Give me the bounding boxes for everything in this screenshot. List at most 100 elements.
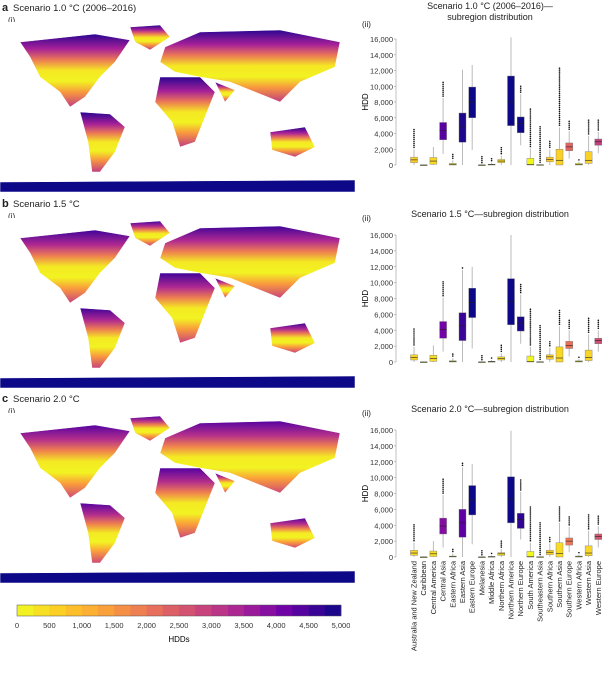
box-western-africa <box>575 159 583 166</box>
x-tick-label: Southern Europe <box>565 561 574 618</box>
map-sub: (i) <box>8 16 16 25</box>
y-tick-label: 14,000 <box>370 51 393 60</box>
box-western-europe <box>594 319 603 352</box>
hdd-map <box>0 22 355 192</box>
colorbar-tick: 1,000 <box>72 621 91 630</box>
colorbar-tick: 2,000 <box>137 621 156 630</box>
chart-title: Scenario 1.0 °C (2006–2016)— <box>427 1 553 11</box>
box-northern-america <box>507 37 515 165</box>
colorbar-bin <box>227 605 245 616</box>
colorbar-tick: 4,000 <box>267 621 286 630</box>
landmass <box>159 29 341 103</box>
box-western-asia <box>584 119 593 165</box>
boxplot-chart: 0 2,000 4,000 6,000 8,000 10,000 12,000 14,000 1… <box>361 231 603 367</box>
box-eastern-asia <box>458 267 467 362</box>
box-northern-europe <box>516 283 525 344</box>
y-tick-label: 10,000 <box>370 279 393 288</box>
hdd-map <box>0 218 355 388</box>
box-eastern-europe <box>468 266 476 349</box>
colorbar-bin <box>33 605 50 616</box>
y-axis-label: HDD <box>361 290 370 308</box>
colorbar-tick: 5,000 <box>332 621 350 630</box>
landmass <box>214 81 236 103</box>
x-tick-label: Australia and New Zealand <box>410 561 419 651</box>
landmass <box>269 322 316 354</box>
landmass <box>0 375 355 388</box>
y-tick-label: 6,000 <box>374 310 393 319</box>
colorbar-bin <box>211 605 228 616</box>
box-western-asia <box>584 317 593 362</box>
box-australia-and-new-zealand <box>410 328 418 362</box>
y-tick-label: 8,000 <box>374 295 393 304</box>
colorbar-bin <box>292 605 309 616</box>
box-western-africa <box>575 551 583 558</box>
box-south-america <box>526 108 535 166</box>
box-caribbean <box>420 164 428 167</box>
y-tick-label: 12,000 <box>370 458 393 467</box>
y-tick-label: 14,000 <box>370 247 393 256</box>
colorbar-bin <box>114 605 131 616</box>
box-eastern-africa <box>449 353 457 363</box>
box-central-america <box>429 146 438 165</box>
box-northern-africa <box>497 344 506 362</box>
box-northern-africa <box>497 540 506 557</box>
colorbar-tick: 4,500 <box>299 621 318 630</box>
x-tick-label: Caribbean <box>419 561 428 596</box>
x-tick-label: Melanesia <box>477 560 486 595</box>
y-tick-label: 12,000 <box>370 67 393 76</box>
box-south-america <box>526 506 535 558</box>
colorbar-label: HDDs <box>168 635 189 644</box>
box-eastern-asia <box>458 462 467 557</box>
chart-sub: (ii) <box>362 20 371 29</box>
colorbar-tick: 500 <box>43 621 56 630</box>
box-southeastern-asia <box>536 521 544 558</box>
y-tick-label: 2,000 <box>374 145 393 154</box>
colorbar-tick: 1,500 <box>105 621 124 630</box>
landmass <box>79 307 126 369</box>
y-axis-label: HDD <box>361 93 370 111</box>
panel-letter: c <box>2 393 9 405</box>
x-tick-label: Middle Africa <box>487 560 496 604</box>
box-south-america <box>526 308 535 363</box>
y-tick-label: 2,000 <box>374 537 393 546</box>
x-tick-label: Southern Asia <box>555 560 564 608</box>
box-northern-america <box>507 430 515 557</box>
colorbar-tick: 3,500 <box>234 621 253 630</box>
landmass <box>214 472 236 494</box>
box-western-europe <box>594 515 603 548</box>
box-southern-asia <box>555 506 564 558</box>
box-central-asia <box>439 281 447 352</box>
colorbar-bin <box>243 605 261 616</box>
y-tick-label: 6,000 <box>374 505 393 514</box>
landmass <box>19 33 131 108</box>
y-tick-label: 4,000 <box>374 326 393 335</box>
chart-title: Scenario 1.5 °C—subregion distribution <box>411 209 569 219</box>
colorbar-bin <box>276 605 293 616</box>
y-axis-label: HDD <box>361 485 370 503</box>
y-tick-label: 10,000 <box>370 474 393 483</box>
x-tick-label: Western Africa <box>574 560 583 609</box>
y-tick-label: 4,000 <box>374 521 393 530</box>
colorbar-tick: 0 <box>15 621 19 630</box>
box-southern-europe <box>565 516 573 553</box>
x-tick-label: Central Asia <box>439 560 448 601</box>
y-tick-label: 14,000 <box>370 442 393 451</box>
colorbar-bin <box>162 605 180 616</box>
colorbar-bin <box>146 605 164 616</box>
landmass <box>19 424 131 499</box>
box-northern-europe <box>516 85 525 146</box>
landmass <box>79 111 126 173</box>
boxplot-chart: 0 2,000 4,000 6,000 8,000 10,000 12,000 14,000 1… <box>361 35 603 170</box>
box-southeastern-asia <box>536 126 544 166</box>
x-tick-label: Central America <box>429 560 438 614</box>
hdd-map <box>0 413 355 583</box>
panel-letter: a <box>2 2 9 14</box>
box-central-asia <box>439 81 447 154</box>
colorbar-bin <box>260 605 277 616</box>
box-australia-and-new-zealand <box>410 524 418 557</box>
chart-sub: (ii) <box>362 214 371 223</box>
y-tick-label: 0 <box>389 553 393 562</box>
x-tick-label: Southern Africa <box>545 560 554 612</box>
y-tick-label: 16,000 <box>370 231 393 240</box>
